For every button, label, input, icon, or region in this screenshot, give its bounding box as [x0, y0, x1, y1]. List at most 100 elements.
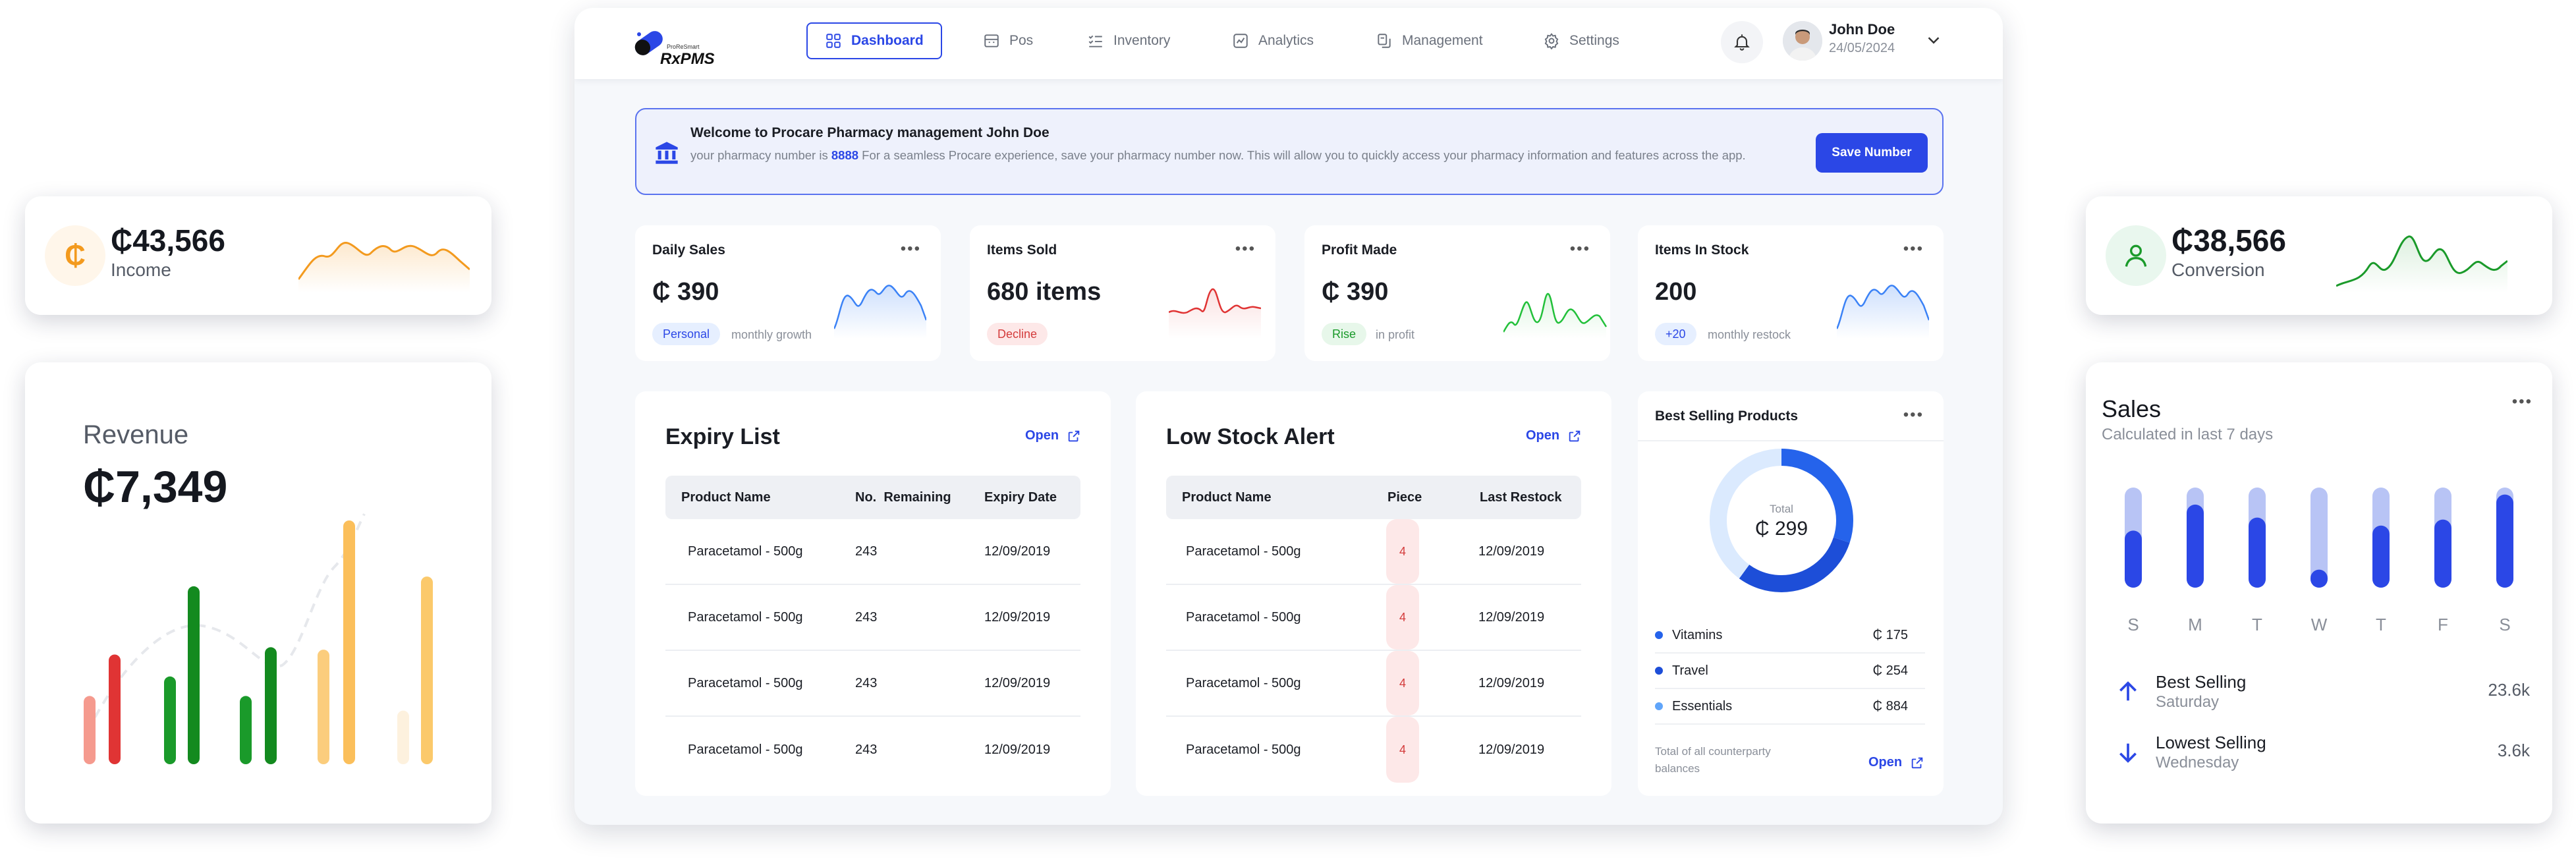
brand-logo[interactable]: ProReSmart RxPMS: [630, 18, 722, 68]
cell-remaining: 243: [855, 742, 878, 757]
sales-bar: [2125, 530, 2142, 588]
table-row[interactable]: Paracetamol - 500g 243 12/09/2019: [665, 519, 1080, 585]
piece-badge: 4: [1386, 651, 1419, 715]
table-row[interactable]: Paracetamol - 500g 243 12/09/2019: [665, 585, 1080, 651]
more-options-icon[interactable]: •••: [1569, 240, 1590, 258]
revenue-bar: [397, 710, 409, 764]
cell-product: Paracetamol - 500g: [688, 544, 803, 559]
low-stock-table-header: Product Name Piece Last Restock: [1166, 476, 1581, 519]
stat-card-items-in-stock: Items In Stock ••• 200 +20 monthly resto…: [1638, 225, 1944, 361]
more-options-icon[interactable]: •••: [1903, 240, 1924, 258]
nav-pos[interactable]: Pos: [966, 22, 1050, 59]
open-label: Open: [1526, 428, 1560, 443]
cell-product: Paracetamol - 500g: [1186, 675, 1301, 690]
user-avatar[interactable]: [1783, 21, 1822, 61]
cedi-coin-icon: ₵: [45, 225, 105, 286]
nav-analytics[interactable]: Analytics: [1215, 22, 1331, 59]
legend-value: ₵ 254: [1872, 663, 1908, 678]
cell-product: Paracetamol - 500g: [1186, 742, 1301, 757]
revenue-bar-chart: [84, 513, 433, 764]
nav-management-label: Management: [1402, 33, 1483, 48]
cell-product: Paracetamol - 500g: [688, 609, 803, 625]
cell-date: 12/09/2019: [1478, 609, 1545, 625]
pill-logo-icon: [634, 31, 663, 55]
revenue-bar: [343, 520, 355, 764]
lowest-selling-row: Lowest Selling Wednesday 3.6k: [2102, 726, 2536, 779]
table-row[interactable]: Paracetamol - 500g 4 12/09/2019: [1166, 717, 1581, 783]
cell-date: 12/09/2019: [1478, 675, 1545, 690]
nav-settings[interactable]: Settings: [1526, 22, 1637, 59]
piece-badge: 4: [1386, 717, 1419, 783]
cell-product: Paracetamol - 500g: [688, 742, 803, 757]
sales-day-label: T: [2376, 615, 2386, 634]
legend-dot: [1655, 667, 1663, 675]
stat-badge: Personal: [652, 323, 721, 345]
best-selling-open-link[interactable]: Open: [1868, 755, 1924, 770]
nav-inventory[interactable]: Inventory: [1070, 22, 1187, 59]
sales-bar-track: [2310, 488, 2328, 588]
income-amount: ₵43,566: [111, 223, 225, 258]
sales-day-label: W: [2311, 615, 2328, 634]
lowest-selling-day: Wednesday: [2156, 754, 2239, 771]
nav-dashboard[interactable]: Dashboard: [806, 22, 942, 59]
dashboard-window: ProReSmart RxPMS Dashboard Pos Inventory…: [574, 8, 2003, 825]
more-options-icon[interactable]: •••: [2511, 393, 2533, 410]
stat-value: 680 items: [987, 278, 1102, 306]
stat-value: ₵ 390: [652, 278, 719, 306]
sales-bar: [2187, 504, 2204, 588]
cell-date: 12/09/2019: [984, 675, 1051, 690]
more-options-icon[interactable]: •••: [900, 240, 921, 258]
stat-title: Profit Made: [1322, 242, 1397, 258]
piece-badge: 4: [1386, 519, 1419, 584]
revenue-title: Revenue: [83, 420, 189, 449]
stat-sparkline: [1503, 293, 1608, 339]
stat-title: Items In Stock: [1655, 242, 1749, 258]
sales-bar: [2434, 519, 2451, 588]
cell-date: 12/09/2019: [1478, 544, 1545, 559]
revenue-bar: [188, 586, 200, 764]
stat-note: monthly growth: [731, 328, 812, 341]
best-selling-row: Best Selling Saturday 23.6k: [2102, 665, 2536, 718]
low-stock-title: Low Stock Alert: [1166, 424, 1335, 449]
welcome-body-prefix: your pharmacy number is: [690, 148, 831, 162]
col-product-name: Product Name: [1182, 489, 1272, 505]
nav-management[interactable]: Management: [1358, 22, 1500, 59]
stat-badge: Decline: [987, 323, 1048, 345]
col-remaining: No. Remaining: [855, 489, 951, 505]
best-selling-day: Saturday: [2156, 693, 2220, 711]
legend-value: ₵ 175: [1872, 627, 1908, 642]
expiry-open-link[interactable]: Open: [1025, 428, 1081, 443]
stat-sparkline: [1837, 285, 1929, 339]
notification-button[interactable]: [1721, 21, 1763, 63]
checklist-icon: [1088, 35, 1102, 47]
table-row[interactable]: Paracetamol - 500g 243 12/09/2019: [665, 717, 1080, 783]
more-options-icon[interactable]: •••: [1903, 406, 1924, 424]
external-link-icon: [1569, 430, 1581, 441]
table-row[interactable]: Paracetamol - 500g 4 12/09/2019: [1166, 519, 1581, 585]
stat-sparkline: [1169, 288, 1261, 339]
open-label: Open: [1868, 755, 1903, 769]
more-options-icon[interactable]: •••: [1235, 240, 1256, 258]
welcome-banner: Welcome to Procare Pharmacy management J…: [635, 108, 1944, 195]
low-stock-open-link[interactable]: Open: [1526, 428, 1582, 443]
income-label: Income: [111, 260, 171, 280]
income-card: ₵ ₵43,566 Income: [25, 196, 491, 315]
table-row[interactable]: Paracetamol - 500g 4 12/09/2019: [1166, 651, 1581, 717]
divider: [1638, 440, 1944, 441]
sales-day-label: F: [2438, 615, 2448, 634]
person-avatar-icon: [1783, 21, 1822, 61]
save-number-button[interactable]: Save Number: [1816, 133, 1928, 173]
open-label: Open: [1025, 428, 1059, 443]
cell-product: Paracetamol - 500g: [688, 675, 803, 690]
welcome-body-suffix: For a seamless Procare experience, save …: [858, 148, 1746, 162]
legend-dot: [1655, 702, 1663, 710]
table-row[interactable]: Paracetamol - 500g 4 12/09/2019: [1166, 585, 1581, 651]
sales-day-label: S: [2127, 615, 2139, 634]
cell-remaining: 243: [855, 675, 878, 690]
cell-product: Paracetamol - 500g: [1186, 609, 1301, 625]
expiry-list-panel: Expiry List Open Product Name No. Remain…: [635, 391, 1111, 796]
sales-day-label: S: [2499, 615, 2510, 634]
chevron-down-icon[interactable]: [1924, 30, 1944, 50]
table-row[interactable]: Paracetamol - 500g 243 12/09/2019: [665, 651, 1080, 717]
stat-note: in profit: [1376, 328, 1415, 341]
